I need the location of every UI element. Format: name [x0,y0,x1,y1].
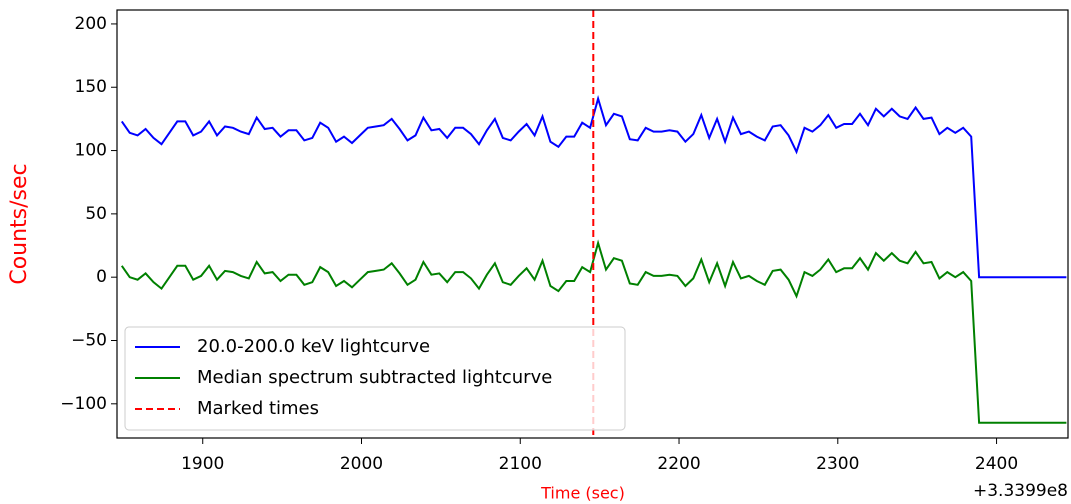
plot-frame [116,9,1069,439]
x-tick-label: 2300 [816,454,859,474]
y-tick-label: 50 [85,204,107,224]
x-tick-label: 2400 [975,454,1018,474]
y-axis-label: Counts/sec [7,163,32,284]
series-line [120,239,1067,424]
y-tick-label: −100 [60,394,107,414]
x-tick-label: 2200 [657,454,700,474]
y-tick-label: 0 [96,267,107,287]
legend-label: Median spectrum subtracted lightcurve [197,367,552,388]
y-tick-label: 200 [75,14,107,34]
x-axis-label: Time (sec) [540,484,625,503]
y-tick-label: 150 [75,77,107,97]
legend-label: Marked times [197,398,319,419]
legend-box [124,326,626,431]
x-tick-label: 1900 [181,454,224,474]
x-offset-label: +3.3399e8 [973,481,1068,501]
x-tick-label: 2100 [499,454,542,474]
legend-label: 20.0-200.0 keV lightcurve [197,336,430,357]
y-tick-label: −50 [71,330,107,350]
y-tick-label: 100 [75,141,107,161]
x-tick-label: 2000 [340,454,383,474]
series-line [120,94,1067,279]
